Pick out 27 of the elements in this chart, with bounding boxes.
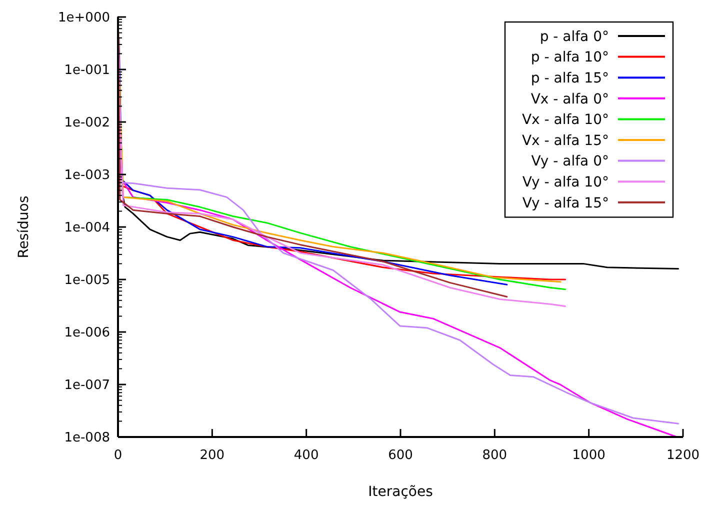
y-tick-label: 1e-002 bbox=[64, 116, 110, 131]
y-tick-label: 1e-004 bbox=[64, 220, 110, 236]
x-tick-label: 1200 bbox=[666, 448, 700, 463]
y-tick-label: 1e-007 bbox=[64, 378, 110, 394]
y-tick-label: 1e-006 bbox=[64, 326, 110, 341]
legend-label: p - alfa 0° bbox=[540, 28, 609, 45]
y-tick-label: 1e+000 bbox=[58, 10, 110, 26]
x-tick-label: 400 bbox=[294, 448, 319, 463]
legend-label: p - alfa 15° bbox=[530, 70, 609, 86]
legend-label: Vx - alfa 0° bbox=[530, 91, 609, 108]
x-tick-label: 800 bbox=[482, 448, 508, 463]
x-tick-label: 1000 bbox=[572, 448, 606, 463]
legend-label: Vx - alfa 15° bbox=[522, 132, 609, 149]
legend-label: Vy - alfa 10° bbox=[522, 174, 609, 190]
y-axis-title: Resíduos bbox=[16, 196, 32, 258]
y-tick-label: 1e-005 bbox=[64, 273, 110, 288]
legend-label: p - alfa 10° bbox=[530, 50, 609, 66]
legend-label: Vx - alfa 10° bbox=[522, 112, 609, 128]
y-tick-label: 1e-001 bbox=[64, 63, 110, 78]
x-tick-label: 600 bbox=[388, 448, 413, 463]
legend-label: Vy - alfa 15° bbox=[522, 195, 609, 212]
x-tick-label: 0 bbox=[114, 448, 122, 463]
y-tick-label: 1e-003 bbox=[64, 168, 110, 184]
x-tick-label: 200 bbox=[200, 448, 225, 463]
y-tick-label: 1e-008 bbox=[64, 430, 110, 446]
x-axis-title: Iterações bbox=[368, 484, 433, 500]
legend-label: Vy - alfa 0° bbox=[531, 154, 609, 170]
